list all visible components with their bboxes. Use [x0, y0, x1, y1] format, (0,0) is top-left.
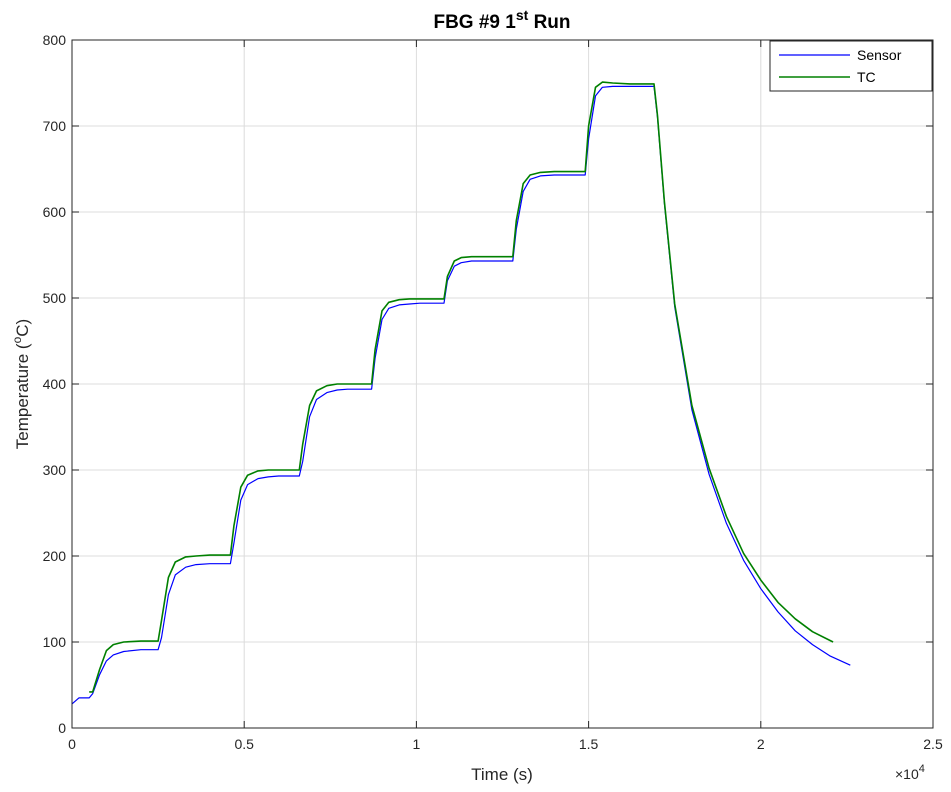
x-tick-label: 2 [757, 736, 765, 752]
chart-title-suffix: Run [528, 12, 570, 33]
x-tick-label: 1.5 [579, 736, 599, 752]
grid [72, 40, 933, 728]
chart-title: FBG #9 1st Run [433, 7, 570, 33]
y-axis-label-superscript: o [10, 336, 24, 343]
y-tick-label: 500 [43, 290, 67, 306]
legend: Sensor TC [769, 40, 933, 92]
y-tick-label: 100 [43, 634, 67, 650]
chart-title-main: FBG #9 1 [433, 12, 516, 33]
y-tick-label: 0 [58, 720, 66, 736]
y-axis-label: Temperature (oC) [10, 319, 32, 449]
y-axis-label-prefix: Temperature ( [13, 343, 32, 449]
y-tick-label: 400 [43, 376, 67, 392]
x-tick-label: 0 [68, 736, 76, 752]
y-axis-label-suffix: C) [13, 319, 32, 337]
series-line-tc [89, 81, 834, 693]
x-exponent-base: ×10 [895, 766, 919, 782]
y-tick-label: 800 [43, 32, 67, 48]
x-exponent-power: 4 [919, 763, 925, 775]
legend-box [769, 40, 933, 92]
x-axis-label: Time (s) [471, 765, 533, 784]
y-tick-label: 300 [43, 462, 67, 478]
legend-label-sensor: Sensor [857, 47, 902, 63]
x-axis-exponent: ×104 [895, 763, 925, 782]
y-tick-label: 200 [43, 548, 67, 564]
x-tick-label: 1 [413, 736, 421, 752]
y-tick-label: 700 [43, 118, 67, 134]
x-tick-label: 2.5 [923, 736, 943, 752]
legend-label-tc: TC [857, 69, 876, 85]
chart-title-superscript: st [516, 7, 529, 23]
x-tick-label: 0.5 [234, 736, 254, 752]
y-tick-label: 600 [43, 204, 67, 220]
series-lines [71, 81, 851, 705]
axis-ticks: 0 0.5 1 1.5 2 2.5 0 100 200 300 400 500 600 700 800 [43, 32, 943, 752]
